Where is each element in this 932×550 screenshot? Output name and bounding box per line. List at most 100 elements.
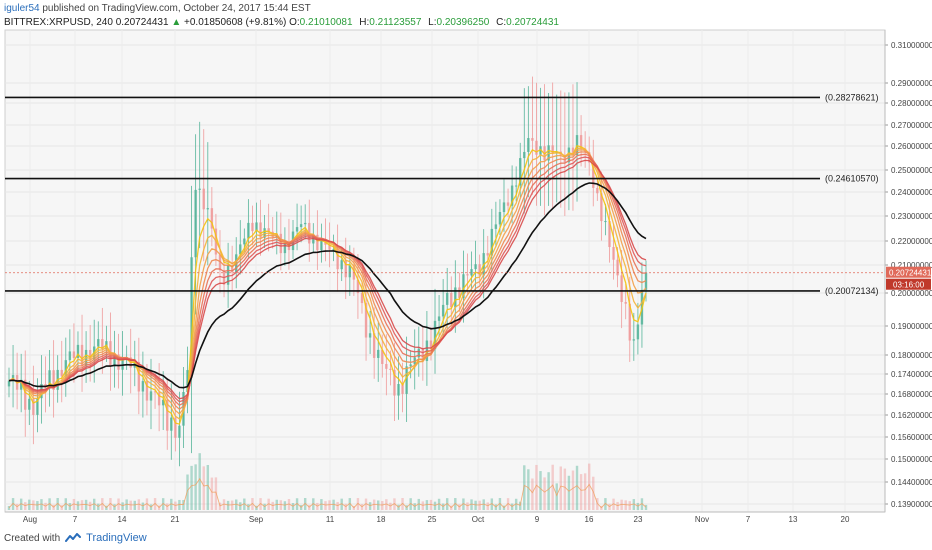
volume-bar [587, 463, 591, 510]
volume-bar [429, 499, 433, 510]
candle-body [336, 249, 339, 270]
candle-body [551, 145, 554, 154]
y-tick-label: 0.31000000 [891, 41, 932, 50]
ma-line [8, 182, 647, 389]
countdown-text: 03:16:00 [893, 281, 925, 290]
candle-body [7, 380, 11, 387]
low-label: L: [428, 17, 437, 28]
volume-bar [64, 498, 68, 510]
current-price-text: 0.20724431 [889, 269, 932, 278]
tradingview-brand[interactable]: TradingView [86, 532, 147, 544]
y-tick-label: 0.18000000 [891, 351, 932, 360]
candle-body [429, 340, 433, 350]
volume-bar [563, 468, 567, 510]
x-tick-label: Sep [249, 515, 264, 524]
horizontal-levels[interactable]: (0.28278621) (0.24610570) (0.20072134) [5, 92, 879, 296]
candle-body [632, 339, 636, 341]
candle-body [178, 425, 181, 438]
candle-body [157, 392, 161, 406]
candle-body [340, 260, 343, 270]
candle-body [251, 222, 254, 232]
volume-bar [340, 498, 343, 510]
ema-ribbon [8, 145, 647, 425]
candle-body [421, 348, 425, 362]
volume-bar [206, 465, 210, 510]
author-link[interactable]: iguler54 [4, 3, 40, 14]
candle-body [510, 185, 514, 206]
volume-bar [620, 499, 623, 510]
last-price: 0.20724431 [115, 17, 169, 28]
price-axis[interactable]: 0.31000000 0.29000000 0.28000000 0.27000000… [884, 30, 932, 512]
volume-ma-line [8, 477, 647, 509]
candle-body [596, 187, 599, 194]
volume-bar [7, 506, 11, 510]
close-label: C: [496, 17, 507, 28]
volume-bar [295, 498, 299, 510]
candle-body [137, 361, 141, 392]
candle-body [381, 349, 384, 364]
candle-body [462, 274, 465, 299]
volume-bar [194, 464, 197, 510]
candle-body [389, 368, 392, 370]
candle-body [608, 221, 611, 248]
candle-body [141, 381, 145, 392]
x-tick-label: 9 [535, 515, 540, 524]
level-label: (0.24610570) [825, 174, 879, 184]
volume-bar [275, 499, 278, 510]
candle-body [243, 238, 246, 245]
candle-body [226, 265, 230, 285]
y-tick-label: 0.29000000 [891, 79, 932, 88]
volume-bar [324, 501, 327, 510]
x-tick-label: Nov [695, 515, 709, 524]
plot-area[interactable] [4, 29, 886, 513]
candle-body [405, 366, 408, 394]
candle-body [474, 264, 477, 270]
volume-bar [186, 474, 189, 510]
candle-body [352, 264, 356, 280]
volume-bar [320, 499, 323, 510]
candle-body [36, 398, 39, 415]
candle-body [267, 228, 270, 232]
volume-bar [527, 469, 530, 510]
candle-body [523, 151, 526, 159]
candle-body [149, 391, 153, 401]
candle-body [636, 324, 640, 340]
open-value: 0.21010081 [299, 17, 353, 28]
volume-bar [644, 504, 648, 510]
footer: Created with TradingView [4, 532, 147, 544]
x-tick-label: 21 [171, 515, 180, 524]
volume-bar [551, 464, 554, 510]
candle-body [113, 354, 116, 367]
x-tick-label: Aug [23, 515, 37, 524]
time-axis[interactable]: Aug 7 14 21 Sep 11 18 25 Oct 9 16 23 Nov 7 13 20 [5, 511, 885, 524]
candle-body [454, 287, 457, 308]
y-tick-label: 0.15000000 [891, 455, 932, 464]
volume-bar [555, 483, 558, 510]
volume-bar [28, 499, 31, 510]
candle-body [624, 302, 627, 304]
volume-bar [482, 499, 485, 510]
candle-body [255, 222, 258, 232]
publish-info: iguler54 published on TradingView.com, O… [4, 3, 311, 14]
candle-body [579, 135, 583, 149]
up-arrow-icon: ▲ [171, 17, 182, 28]
volume-bar [381, 500, 384, 510]
candle-body [470, 269, 473, 276]
candle-body [52, 370, 55, 390]
x-tick-label: 23 [634, 515, 643, 524]
candle-body [604, 221, 607, 223]
x-tick-label: 20 [841, 515, 850, 524]
candle-body [441, 304, 445, 317]
grid [5, 30, 885, 512]
candle-body [60, 369, 63, 377]
candle-body [97, 339, 100, 347]
candle-body [295, 227, 299, 232]
candle-body [377, 349, 380, 358]
candle-body [571, 147, 575, 156]
y-tick-label: 0.19000000 [891, 322, 932, 331]
candle-body [575, 135, 579, 156]
candle-body [519, 158, 522, 186]
candle-body [527, 138, 530, 152]
volume-bar [575, 465, 579, 510]
